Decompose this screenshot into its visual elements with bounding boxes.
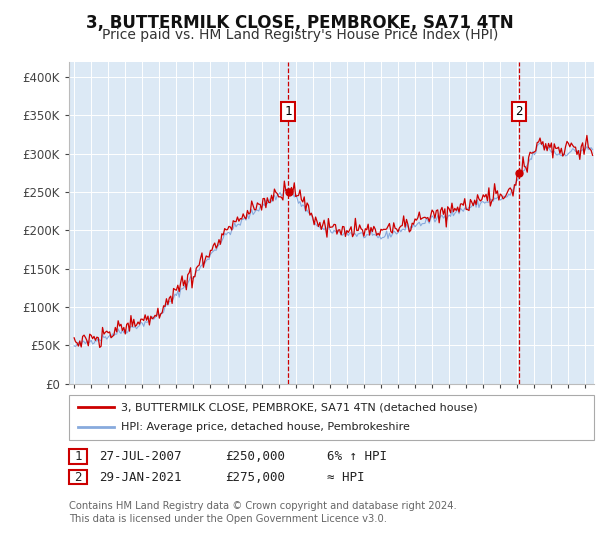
Text: 3, BUTTERMILK CLOSE, PEMBROKE, SA71 4TN: 3, BUTTERMILK CLOSE, PEMBROKE, SA71 4TN [86, 14, 514, 32]
Text: 1: 1 [74, 450, 82, 463]
Text: 3, BUTTERMILK CLOSE, PEMBROKE, SA71 4TN (detached house): 3, BUTTERMILK CLOSE, PEMBROKE, SA71 4TN … [121, 402, 478, 412]
Text: This data is licensed under the Open Government Licence v3.0.: This data is licensed under the Open Gov… [69, 514, 387, 524]
Text: 27-JUL-2007: 27-JUL-2007 [99, 450, 182, 463]
Text: 1: 1 [284, 105, 292, 118]
Text: 6% ↑ HPI: 6% ↑ HPI [327, 450, 387, 463]
Text: 2: 2 [515, 105, 523, 118]
Text: Contains HM Land Registry data © Crown copyright and database right 2024.: Contains HM Land Registry data © Crown c… [69, 501, 457, 511]
Text: 29-JAN-2021: 29-JAN-2021 [99, 470, 182, 484]
Text: Price paid vs. HM Land Registry's House Price Index (HPI): Price paid vs. HM Land Registry's House … [102, 28, 498, 42]
Text: HPI: Average price, detached house, Pembrokeshire: HPI: Average price, detached house, Pemb… [121, 422, 410, 432]
Text: £250,000: £250,000 [225, 450, 285, 463]
Text: £275,000: £275,000 [225, 470, 285, 484]
Text: 2: 2 [74, 470, 82, 484]
Text: ≈ HPI: ≈ HPI [327, 470, 365, 484]
